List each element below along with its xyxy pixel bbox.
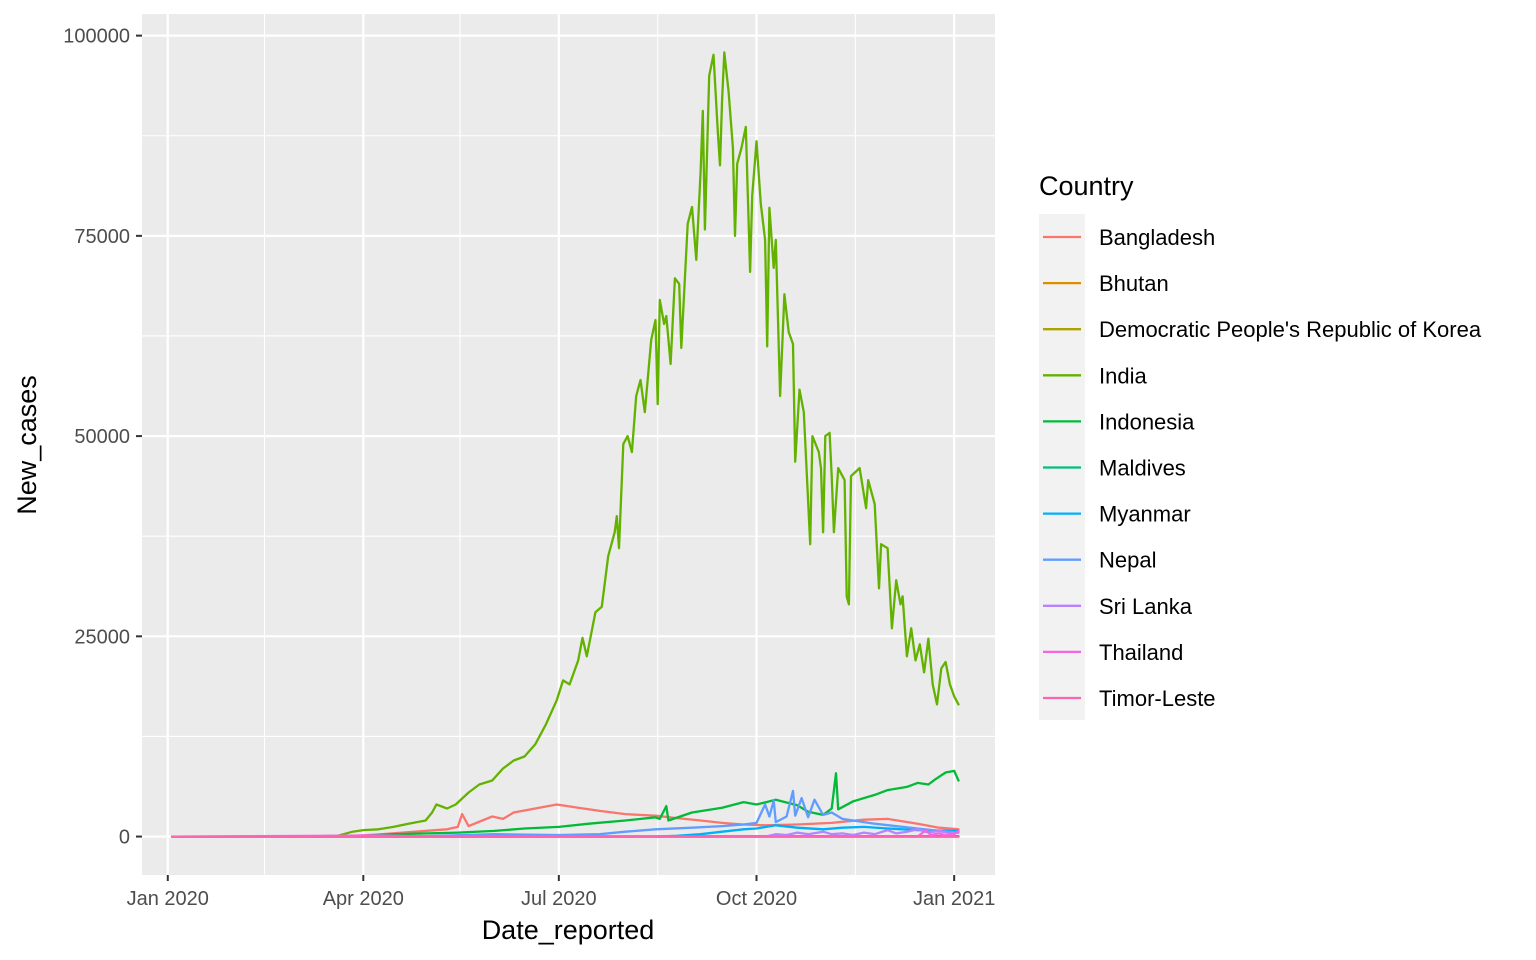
legend-label-democratic-people-s-republic-of-korea: Democratic People's Republic of Korea — [1099, 317, 1482, 342]
y-tick-label: 75000 — [74, 226, 130, 248]
legend: Country Bangladesh Bhutan Democratic Peopl… — [1039, 171, 1482, 720]
series-lines — [170, 51, 960, 838]
legend-items: Bangladesh Bhutan Democratic People's Repu… — [1043, 225, 1482, 711]
legend-label-timor-leste: Timor-Leste — [1099, 686, 1216, 711]
legend-label-indonesia: Indonesia — [1099, 409, 1195, 434]
legend-title: Country — [1039, 171, 1134, 201]
y-tick-label: 100000 — [63, 26, 130, 48]
legend-label-india: India — [1099, 363, 1147, 388]
x-tick-label: Jan 2020 — [127, 888, 209, 910]
y-tick-label: 0 — [119, 827, 130, 849]
x-tick-label: Oct 2020 — [716, 888, 797, 910]
x-axis: Jan 2020 Apr 2020 Jul 2020 Oct 2020 Jan 2021 — [127, 875, 995, 910]
series-line-india — [170, 51, 960, 838]
series-line-bangladesh — [170, 803, 960, 838]
series-line-myanmar — [170, 824, 960, 838]
y-axis: 0 25000 50000 75000 100000 — [63, 26, 142, 849]
series-line-indonesia — [170, 769, 960, 838]
panel-background — [142, 14, 995, 875]
legend-label-myanmar: Myanmar — [1099, 502, 1191, 527]
x-axis-title: Date_reported — [482, 915, 655, 945]
x-tick-label: Jul 2020 — [521, 888, 597, 910]
x-tick-label: Apr 2020 — [323, 888, 404, 910]
major-gridlines — [142, 14, 995, 875]
y-tick-label: 25000 — [74, 626, 130, 648]
y-axis-title: New_cases — [12, 375, 42, 515]
minor-gridlines — [142, 14, 995, 875]
legend-label-nepal: Nepal — [1099, 548, 1156, 573]
legend-label-bangladesh: Bangladesh — [1099, 225, 1215, 250]
legend-label-sri-lanka: Sri Lanka — [1099, 594, 1193, 619]
legend-label-thailand: Thailand — [1099, 640, 1183, 665]
x-tick-label: Jan 2021 — [913, 888, 995, 910]
y-tick-label: 50000 — [74, 426, 130, 448]
legend-label-maldives: Maldives — [1099, 456, 1186, 481]
series-line-nepal — [170, 789, 960, 838]
legend-label-bhutan: Bhutan — [1099, 271, 1169, 296]
